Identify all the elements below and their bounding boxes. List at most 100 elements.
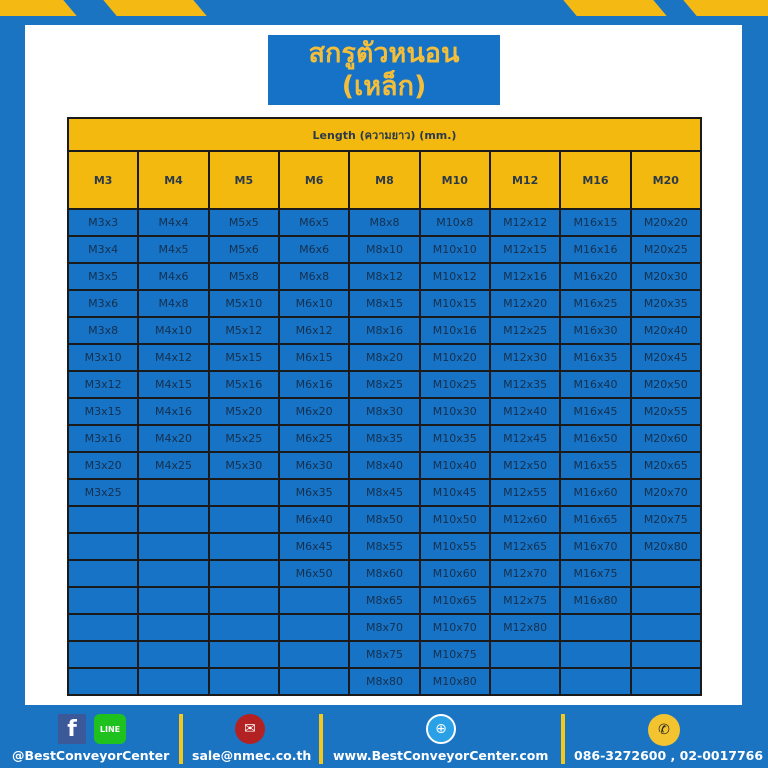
social-handle[interactable]: @BestConveyorCenter (12, 748, 170, 763)
size-cell (559, 613, 632, 642)
size-cell: M8x75 (348, 640, 421, 669)
title-line: (เหล็ก) (341, 71, 427, 102)
size-cell: M8x50 (348, 505, 421, 534)
size-cell: M12x25 (488, 316, 562, 345)
divider (319, 714, 323, 764)
size-cell: M8x45 (348, 478, 421, 507)
size-cell: M5x25 (207, 424, 280, 453)
size-cell (207, 532, 280, 561)
size-cell: M8x35 (348, 424, 421, 453)
size-cell: M4x8 (137, 289, 210, 318)
line-icon[interactable]: LINE (94, 714, 126, 744)
size-cell (137, 667, 210, 696)
size-cell: M20x20 (629, 208, 703, 237)
size-cell: M8x80 (348, 667, 421, 696)
size-cell: M10x80 (418, 667, 491, 696)
size-cell: M12x15 (488, 235, 562, 264)
size-cell (207, 667, 280, 696)
size-cell: M16x15 (559, 208, 632, 237)
column-header: M5 (207, 150, 280, 210)
size-cell: M8x40 (348, 451, 421, 480)
size-cell (207, 478, 280, 507)
size-cell: M6x16 (277, 370, 351, 399)
size-cell (137, 640, 210, 669)
size-cell: M5x30 (207, 451, 280, 480)
size-cell: M20x25 (629, 235, 703, 264)
table-row: M3x25 M6x35 M8x45 M10x45 M12x55 M16x60 M20x70 (66, 478, 703, 507)
size-cell (66, 667, 140, 696)
website-link[interactable]: www.BestConveyorCenter.com (333, 748, 549, 763)
size-cell: M12x50 (488, 451, 562, 480)
email-link[interactable]: sale@nmec.co.th (192, 748, 312, 763)
column-header: M4 (137, 150, 210, 210)
size-cell: M10x70 (418, 613, 491, 642)
size-cell (66, 640, 140, 669)
decor-stripe (563, 0, 667, 16)
size-cell (277, 640, 351, 669)
size-cell (559, 667, 632, 696)
size-cell: M3x5 (66, 262, 140, 291)
size-cell: M20x70 (629, 478, 703, 507)
table-row: M8x75 M10x75 (66, 640, 703, 669)
size-cell: M8x25 (348, 370, 421, 399)
size-cell: M10x15 (418, 289, 491, 318)
size-cell: M20x50 (629, 370, 703, 399)
size-cell: M16x65 (559, 505, 632, 534)
size-cell: M4x15 (137, 370, 210, 399)
size-cell: M8x30 (348, 397, 421, 426)
size-cell: M8x15 (348, 289, 421, 318)
size-cell: M16x35 (559, 343, 632, 372)
size-table: Length (ความยาว) (mm.) M3 M4 M5 M6 M8 M10 M12 M… (66, 117, 703, 696)
size-cell (629, 586, 703, 615)
size-cell (66, 532, 140, 561)
size-cell (66, 586, 140, 615)
size-cell: M4x25 (137, 451, 210, 480)
size-cell: M8x10 (348, 235, 421, 264)
size-cell (207, 505, 280, 534)
divider (561, 714, 565, 764)
size-cell: M10x16 (418, 316, 491, 345)
size-cell: M6x25 (277, 424, 351, 453)
phone-number[interactable]: 086-3272600 , 02-0017766 (574, 748, 764, 763)
size-cell: M4x6 (137, 262, 210, 291)
size-cell: M8x8 (348, 208, 421, 237)
size-cell: M12x80 (488, 613, 562, 642)
size-cell: M16x25 (559, 289, 632, 318)
size-cell: M10x40 (418, 451, 491, 480)
size-cell: M20x55 (629, 397, 703, 426)
size-cell: M10x12 (418, 262, 491, 291)
size-cell (66, 559, 140, 588)
size-cell: M10x20 (418, 343, 491, 372)
size-cell: M8x65 (348, 586, 421, 615)
size-cell (207, 559, 280, 588)
table-row: M8x70 M10x70 M12x80 (66, 613, 703, 642)
size-cell: M12x75 (488, 586, 562, 615)
table-row: M3x10 M4x12 M5x15 M6x15 M8x20 M10x20 M12x30 M16… (66, 343, 703, 372)
size-cell: M5x10 (207, 289, 280, 318)
decor-stripe (103, 0, 207, 16)
size-cell: M3x20 (66, 451, 140, 480)
size-cell (488, 667, 562, 696)
size-cell: M6x10 (277, 289, 351, 318)
size-cell: M16x40 (559, 370, 632, 399)
page-title: สกรูตัวหนอน (เหล็ก) (268, 35, 500, 105)
size-cell: M3x10 (66, 343, 140, 372)
size-cell (629, 613, 703, 642)
size-cell: M5x16 (207, 370, 280, 399)
decor-stripe (0, 0, 77, 16)
size-cell: M16x16 (559, 235, 632, 264)
size-cell: M6x5 (277, 208, 351, 237)
size-cell (137, 559, 210, 588)
size-cell: M8x60 (348, 559, 421, 588)
facebook-icon[interactable]: f (58, 714, 86, 744)
table-row: M3x6 M4x8 M5x10 M6x10 M8x15 M10x15 M12x20 M16x2… (66, 289, 703, 318)
size-cell: M16x75 (559, 559, 632, 588)
size-cell: M6x30 (277, 451, 351, 480)
table-row: M3x16 M4x20 M5x25 M6x25 M8x35 M10x35 M12x45 M16… (66, 424, 703, 453)
size-cell: M3x3 (66, 208, 140, 237)
size-cell: M10x10 (418, 235, 491, 264)
size-cell (137, 586, 210, 615)
size-cell (277, 586, 351, 615)
size-cell: M12x35 (488, 370, 562, 399)
size-cell: M20x40 (629, 316, 703, 345)
